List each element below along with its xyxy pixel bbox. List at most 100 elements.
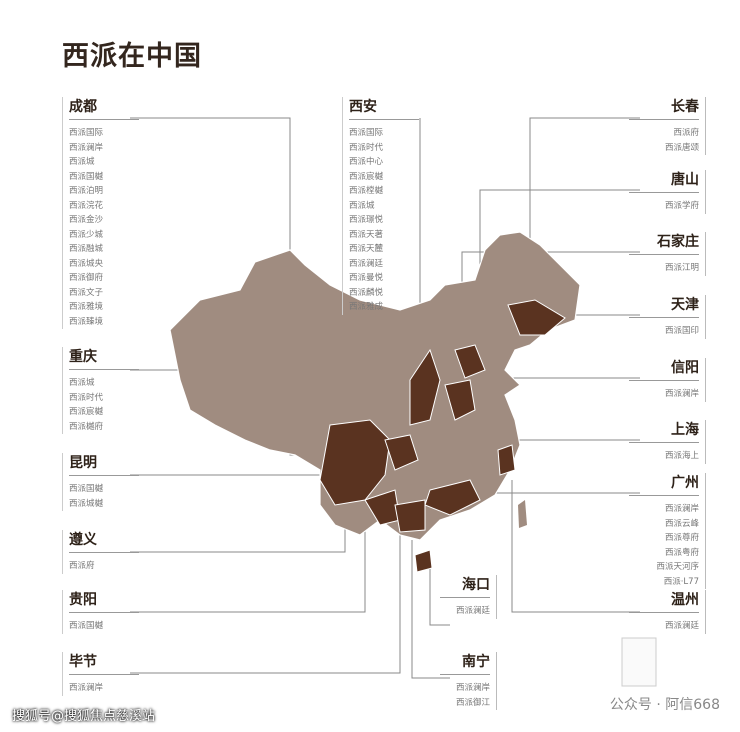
project-item: 西派府 <box>673 128 699 138</box>
city-name: 遵义 <box>69 532 97 548</box>
project-list: 西派学府 <box>629 199 699 214</box>
project-item: 西派尊府 <box>664 533 699 543</box>
project-item: 西派融城 <box>69 244 104 254</box>
project-item: 西派国樾 <box>69 171 104 182</box>
city-name: 长春 <box>671 99 699 115</box>
divider <box>69 369 139 370</box>
divider <box>629 254 699 255</box>
project-item: 西派宸樾 <box>69 407 104 417</box>
project-list: 西派国际 西派时代 西派中心 西派宸樾 西派樘樾 西派城 西派璟悦 西派天著 西派天麓 西派澜廷西… <box>349 126 419 315</box>
project-item: 西派臻境 <box>69 316 104 327</box>
project-item: 西派中心 <box>349 157 384 167</box>
taiwan <box>518 500 527 528</box>
group-shanghai: 上海西派海上 <box>629 420 706 464</box>
project-list: 西派府 西派唐颂 <box>629 126 699 155</box>
project-list: 西派城 西派时代 西派宸樾 西派樾府 <box>69 376 139 434</box>
group-wenzhou: 温州西派澜廷 <box>629 590 706 634</box>
project-item: 西派天麓 <box>349 244 384 254</box>
project-item: 西派曼悦 <box>349 273 384 283</box>
project-item: 西派樘樾 <box>349 186 384 196</box>
city-name: 石家庄 <box>657 234 699 250</box>
group-shijiazhuang: 石家庄西派江明 <box>629 232 706 276</box>
project-item: 西派粤府 <box>664 547 699 558</box>
project-item: 西派澜岸 <box>455 683 490 693</box>
project-item: 西派·L77 <box>663 576 699 587</box>
group-xian: 西安 西派国际 西派时代 西派中心 西派宸樾 西派樘樾 西派城 西派璟悦 西派天著 西派天麓 西派澜… <box>342 97 419 315</box>
page-title: 西派在中国 <box>62 41 202 72</box>
project-item: 西派少城 <box>69 229 104 240</box>
city-name: 海口 <box>462 577 490 593</box>
project-list: 西派国樾 西派城樾 <box>69 482 139 511</box>
project-item: 西派澜廷 <box>455 606 490 616</box>
group-guiyang: 贵阳 西派国樾 <box>62 590 139 634</box>
project-item: 西派澜廷 <box>349 258 384 269</box>
divider <box>629 442 699 443</box>
project-item: 西派国樾 <box>69 621 104 631</box>
project-item: 西派文子 <box>69 287 104 298</box>
project-item: 西派江明 <box>664 263 699 273</box>
city-name: 贵阳 <box>69 592 97 608</box>
south-china-sea-inset <box>621 637 657 687</box>
group-chongqing: 重庆 西派城 西派时代 西派宸樾 西派樾府 <box>62 347 139 434</box>
group-chengdu: 成都 西派国际 西派澜岸 西派城 西派国樾 西派泊明 西派浣花 西派金沙 西派少城 西派融城 西派城… <box>62 97 139 329</box>
divider <box>440 674 490 675</box>
divider <box>440 597 490 598</box>
group-xinyang: 信阳西派澜岸 <box>629 358 706 402</box>
project-list: 西派江明 <box>629 261 699 276</box>
city-name: 温州 <box>671 592 699 608</box>
city-name: 重庆 <box>69 349 97 365</box>
project-item: 西派御府 <box>69 273 104 283</box>
project-item: 西派雅成 <box>349 302 384 312</box>
project-list: 西派澜岸 <box>629 387 699 402</box>
project-item: 西派樾府 <box>69 421 104 432</box>
project-list: 西派澜岸 <box>69 681 139 696</box>
project-item: 西派海上 <box>664 451 699 461</box>
project-item: 西派国际 <box>69 128 104 138</box>
project-list: 西派澜廷 <box>629 619 699 634</box>
city-name: 信阳 <box>671 360 699 376</box>
group-tianjin: 天津 西派国印 <box>629 295 706 339</box>
project-item: 西派澜岸 <box>69 683 104 693</box>
divider <box>69 475 139 476</box>
project-item: 西派府 <box>69 561 95 571</box>
city-name: 西安 <box>349 99 377 115</box>
project-item: 西派学府 <box>664 201 699 211</box>
project-item: 西派麟悦 <box>349 287 384 298</box>
watermark-sohu: 搜狐号@搜狐焦点慈溪站 <box>12 709 156 724</box>
city-name: 广州 <box>671 475 699 491</box>
divider <box>69 612 139 613</box>
china-outline <box>169 231 581 541</box>
divider <box>629 119 699 120</box>
city-name: 上海 <box>671 422 699 438</box>
project-list: 西派国际 西派澜岸 西派城 西派国樾 西派泊明 西派浣花 西派金沙 西派少城 西派融城 西派城央西… <box>69 126 139 329</box>
divider <box>629 380 699 381</box>
watermark-wechat: 公众号 · 阿信668 <box>609 697 720 713</box>
group-kunming: 昆明西派国樾 西派城樾 <box>62 453 139 511</box>
project-item: 西派澜岸 <box>664 504 699 514</box>
project-item: 西派城 <box>69 157 95 167</box>
city-name: 昆明 <box>69 455 97 471</box>
city-name: 唐山 <box>671 172 699 188</box>
project-list: 西派澜岸 西派云峰 西派尊府 西派粤府 西派天河序 西派·L77 <box>629 502 699 589</box>
project-list: 西派国樾 <box>69 619 139 634</box>
project-item: 西派璟悦 <box>349 215 384 225</box>
group-changchun: 长春西派府 西派唐颂 <box>629 97 706 155</box>
group-tangshan: 唐山西派学府 <box>629 170 706 214</box>
city-name: 毕节 <box>69 654 97 670</box>
project-item: 西派雅境 <box>69 302 104 312</box>
project-item: 西派城 <box>349 200 375 211</box>
group-bijie: 毕节 西派澜岸 <box>62 652 139 696</box>
group-nanning: 南宁 西派澜岸 西派御江 <box>440 652 497 710</box>
divider <box>349 119 419 120</box>
project-item: 西派泊明 <box>69 186 104 196</box>
project-item: 西派国际 <box>349 128 384 138</box>
project-item: 西派国印 <box>664 326 699 336</box>
project-item: 西派时代 <box>349 142 384 153</box>
project-item: 西派御江 <box>455 697 490 708</box>
project-item: 西派云峰 <box>664 518 699 529</box>
project-item: 西派城 <box>69 378 95 388</box>
divider <box>629 192 699 193</box>
project-list: 西派澜岸 西派御江 <box>440 681 490 710</box>
